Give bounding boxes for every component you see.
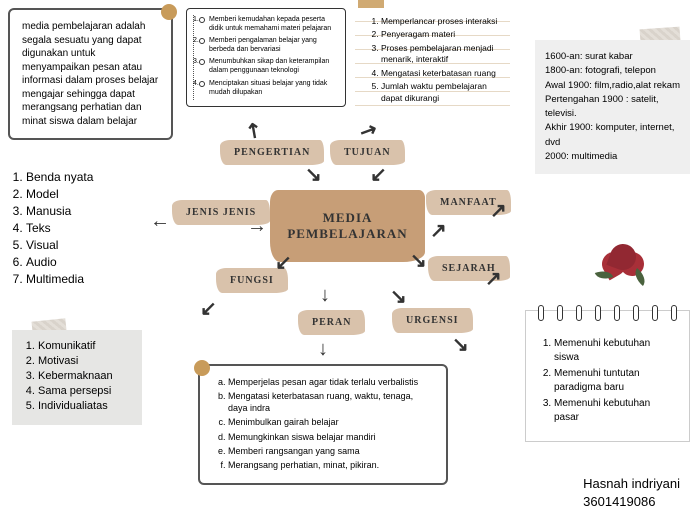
list-item: Memungkinkan siswa belajar mandiri	[228, 431, 432, 443]
peran-list: Memperjelas pesan agar tidak terlalu ver…	[214, 376, 432, 471]
list-item: Memberi kemudahan kepada peserta didik u…	[207, 15, 337, 33]
list-item: Komunikatif	[38, 340, 134, 352]
arrow-icon: ←	[150, 210, 170, 233]
arrow-icon: ↓	[318, 338, 328, 361]
list-item: Memberi pengalaman belajar yang berbeda …	[207, 36, 337, 54]
arrow-icon: ↘	[452, 332, 469, 357]
list-item: Multimedia	[26, 272, 128, 286]
pin-dot-icon	[194, 360, 210, 376]
peran-note: Memperjelas pesan agar tidak terlalu ver…	[198, 364, 448, 485]
author-id: 3601419086	[583, 493, 680, 511]
arrow-icon: →	[247, 215, 267, 238]
list-item: Teks	[26, 221, 128, 235]
arrow-icon: ↙	[275, 250, 292, 275]
list-item: Jumlah waktu pembelajaran dapat dikurang…	[381, 81, 500, 104]
sejarah-line: 1800-an: fotografi, telepon	[545, 64, 680, 78]
manfaat-note: Memperlancar proses interaksi Penyeragam …	[355, 8, 510, 114]
sejarah-line: Awal 1900: film,radio,alat rekam	[545, 79, 680, 93]
list-item: Memperlancar proses interaksi	[381, 16, 500, 27]
fungsi-card: Komunikatif Motivasi Kebermaknaan Sama pers…	[12, 330, 142, 425]
arrow-icon: ↙	[370, 162, 387, 187]
arrow-icon: ↘	[305, 162, 322, 187]
list-item: Proses pembelajaran menjadi menarik, int…	[381, 43, 500, 66]
list-item: Mengatasi keterbatasan ruang	[381, 68, 500, 79]
sejarah-card: 1600-an: surat kabar1800-an: fotografi, …	[535, 40, 690, 174]
arrow-icon: ↗	[490, 198, 507, 223]
fungsi-list: Komunikatif Motivasi Kebermaknaan Sama pers…	[20, 340, 134, 412]
list-item: Kebermaknaan	[38, 370, 134, 382]
list-item: Menumbuhkan sikap dan keterampilan dalam…	[207, 57, 337, 75]
list-item: Menciptakan situasi belajar yang tidak m…	[207, 79, 337, 97]
list-item: Manusia	[26, 204, 128, 218]
arrow-icon: ↗	[430, 218, 447, 243]
list-item: Memenuhi kebutuhan siswa	[554, 337, 677, 364]
list-item: Mengatasi keterbatasan ruang, waktu, ten…	[228, 390, 432, 414]
chip-urgensi: URGENSI	[392, 308, 473, 333]
rose-icon	[600, 236, 650, 286]
list-item: Memberi rangsangan yang sama	[228, 445, 432, 457]
urgensi-list: Memenuhi kebutuhan siswa Memenuhi tuntuta…	[538, 337, 677, 424]
goals-list: Memberi kemudahan kepada peserta didik u…	[207, 15, 337, 97]
list-item: Visual	[26, 238, 128, 252]
list-item: Merangsang perhatian, minat, pikiran.	[228, 459, 432, 471]
sejarah-line: 2000: multimedia	[545, 150, 680, 164]
urgensi-card: Memenuhi kebutuhan siswa Memenuhi tuntuta…	[525, 310, 690, 442]
ring-binding-icon	[538, 305, 677, 323]
sejarah-line: Pertengahan 1900 : satelit, televisi.	[545, 93, 680, 122]
author-name: Hasnah indriyani	[583, 475, 680, 493]
manfaat-list: Memperlancar proses interaksi Penyeragam …	[373, 16, 500, 104]
list-item: Memenuhi tuntutan paradigma baru	[554, 367, 677, 394]
list-item: Motivasi	[38, 355, 134, 367]
pin-dot-icon	[161, 4, 177, 20]
sejarah-line: Akhir 1900: komputer, internet, dvd	[545, 121, 680, 150]
list-item: Memperjelas pesan agar tidak terlalu ver…	[228, 376, 432, 388]
arrow-icon: ↘	[410, 248, 427, 273]
list-item: Individualiatas	[38, 400, 134, 412]
list-item: Memenuhi kebutuhan pasar	[554, 397, 677, 424]
arrow-icon: ↙	[200, 296, 217, 321]
list-item: Penyeragam materi	[381, 29, 500, 40]
arrow-icon: ↓	[320, 284, 330, 307]
center-line1: MEDIA	[287, 210, 407, 226]
jenis-list: Benda nyata Model Manusia Teks Visual Audio Mu…	[8, 170, 128, 286]
arrow-icon: ↗	[485, 266, 502, 291]
arrow-icon: ↘	[390, 284, 407, 309]
definition-note: media pembelajaran adalah segala sesuatu…	[8, 8, 173, 140]
list-item: Benda nyata	[26, 170, 128, 184]
sejarah-line: 1600-an: surat kabar	[545, 50, 680, 64]
list-item: Audio	[26, 255, 128, 269]
center-line2: PEMBELAJARAN	[287, 226, 407, 242]
list-item: Menimbulkan gairah belajar	[228, 416, 432, 428]
jenis-list-box: Benda nyata Model Manusia Teks Visual Audio Mu…	[8, 170, 128, 289]
center-topic: MEDIA PEMBELAJARAN	[270, 190, 425, 262]
list-item: Sama persepsi	[38, 385, 134, 397]
goals-checklist: Memberi kemudahan kepada peserta didik u…	[186, 8, 346, 107]
definition-text: media pembelajaran adalah segala sesuatu…	[22, 21, 158, 127]
signature: Hasnah indriyani 3601419086	[583, 475, 680, 511]
chip-peran: PERAN	[298, 310, 365, 335]
list-item: Model	[26, 187, 128, 201]
